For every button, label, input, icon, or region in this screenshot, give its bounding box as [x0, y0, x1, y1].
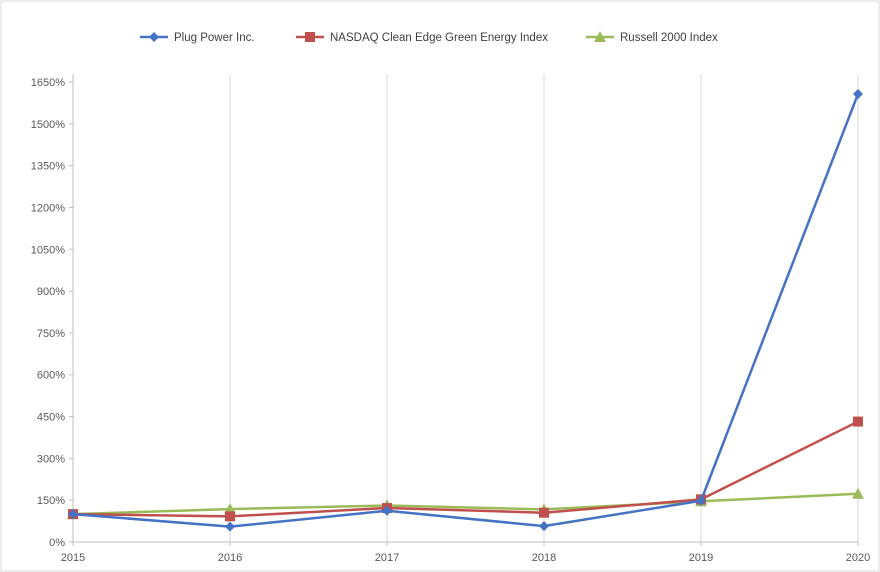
data-point [225, 511, 235, 522]
x-tick-label: 2019 [689, 552, 713, 564]
x-tick-label: 2020 [846, 552, 870, 564]
legend-label: Plug Power Inc. [174, 32, 255, 44]
series-diamond [68, 88, 863, 532]
data-point [539, 521, 549, 532]
legend: Plug Power Inc. NASDAQ Clean Edge Green E… [140, 31, 718, 44]
legend-item: Plug Power Inc. [140, 32, 255, 44]
x-tick-label: 2015 [61, 552, 85, 564]
y-tick-label: 300% [37, 453, 65, 465]
series-line [72, 420, 859, 518]
y-tick-label: 750% [37, 328, 65, 340]
data-point [68, 509, 78, 520]
y-tick-label: 1350% [31, 161, 65, 173]
legend-label: NASDAQ Clean Edge Green Energy Index [330, 32, 548, 44]
data-point [853, 416, 863, 427]
legend-item: Russell 2000 Index [586, 31, 718, 44]
x-tick-label: 2016 [218, 552, 242, 564]
axes: 0% 150% 300% 450% 600% 750% 900% 1050% 1200% 1350… [31, 74, 870, 564]
legend-label: Russell 2000 Index [620, 32, 718, 44]
series-line [72, 93, 860, 528]
y-tick-label: 1500% [31, 119, 65, 131]
x-tick-label: 2017 [375, 552, 399, 564]
legend-swatch-marker [149, 32, 159, 42]
data-point [225, 521, 235, 532]
y-tick-label: 1050% [31, 244, 65, 256]
y-tick-label: 1200% [31, 202, 65, 214]
data-point [853, 88, 863, 99]
legend-swatch-marker [305, 32, 315, 42]
x-tick-label: 2018 [532, 552, 556, 564]
grid [229, 74, 859, 542]
series-line [72, 492, 859, 516]
data-point [696, 495, 706, 506]
legend-swatch-marker [594, 31, 606, 42]
data-point [852, 487, 864, 499]
y-tick-label: 1650% [31, 77, 65, 89]
y-tick-label: 150% [37, 495, 65, 507]
data-point [539, 507, 549, 518]
y-tick-label: 600% [37, 370, 65, 382]
y-tick-label: 0% [49, 537, 65, 549]
legend-item: NASDAQ Clean Edge Green Energy Index [296, 32, 548, 44]
series [67, 88, 864, 532]
data-point [382, 505, 392, 516]
y-tick-label: 900% [37, 286, 65, 298]
y-tick-label: 450% [37, 412, 65, 424]
